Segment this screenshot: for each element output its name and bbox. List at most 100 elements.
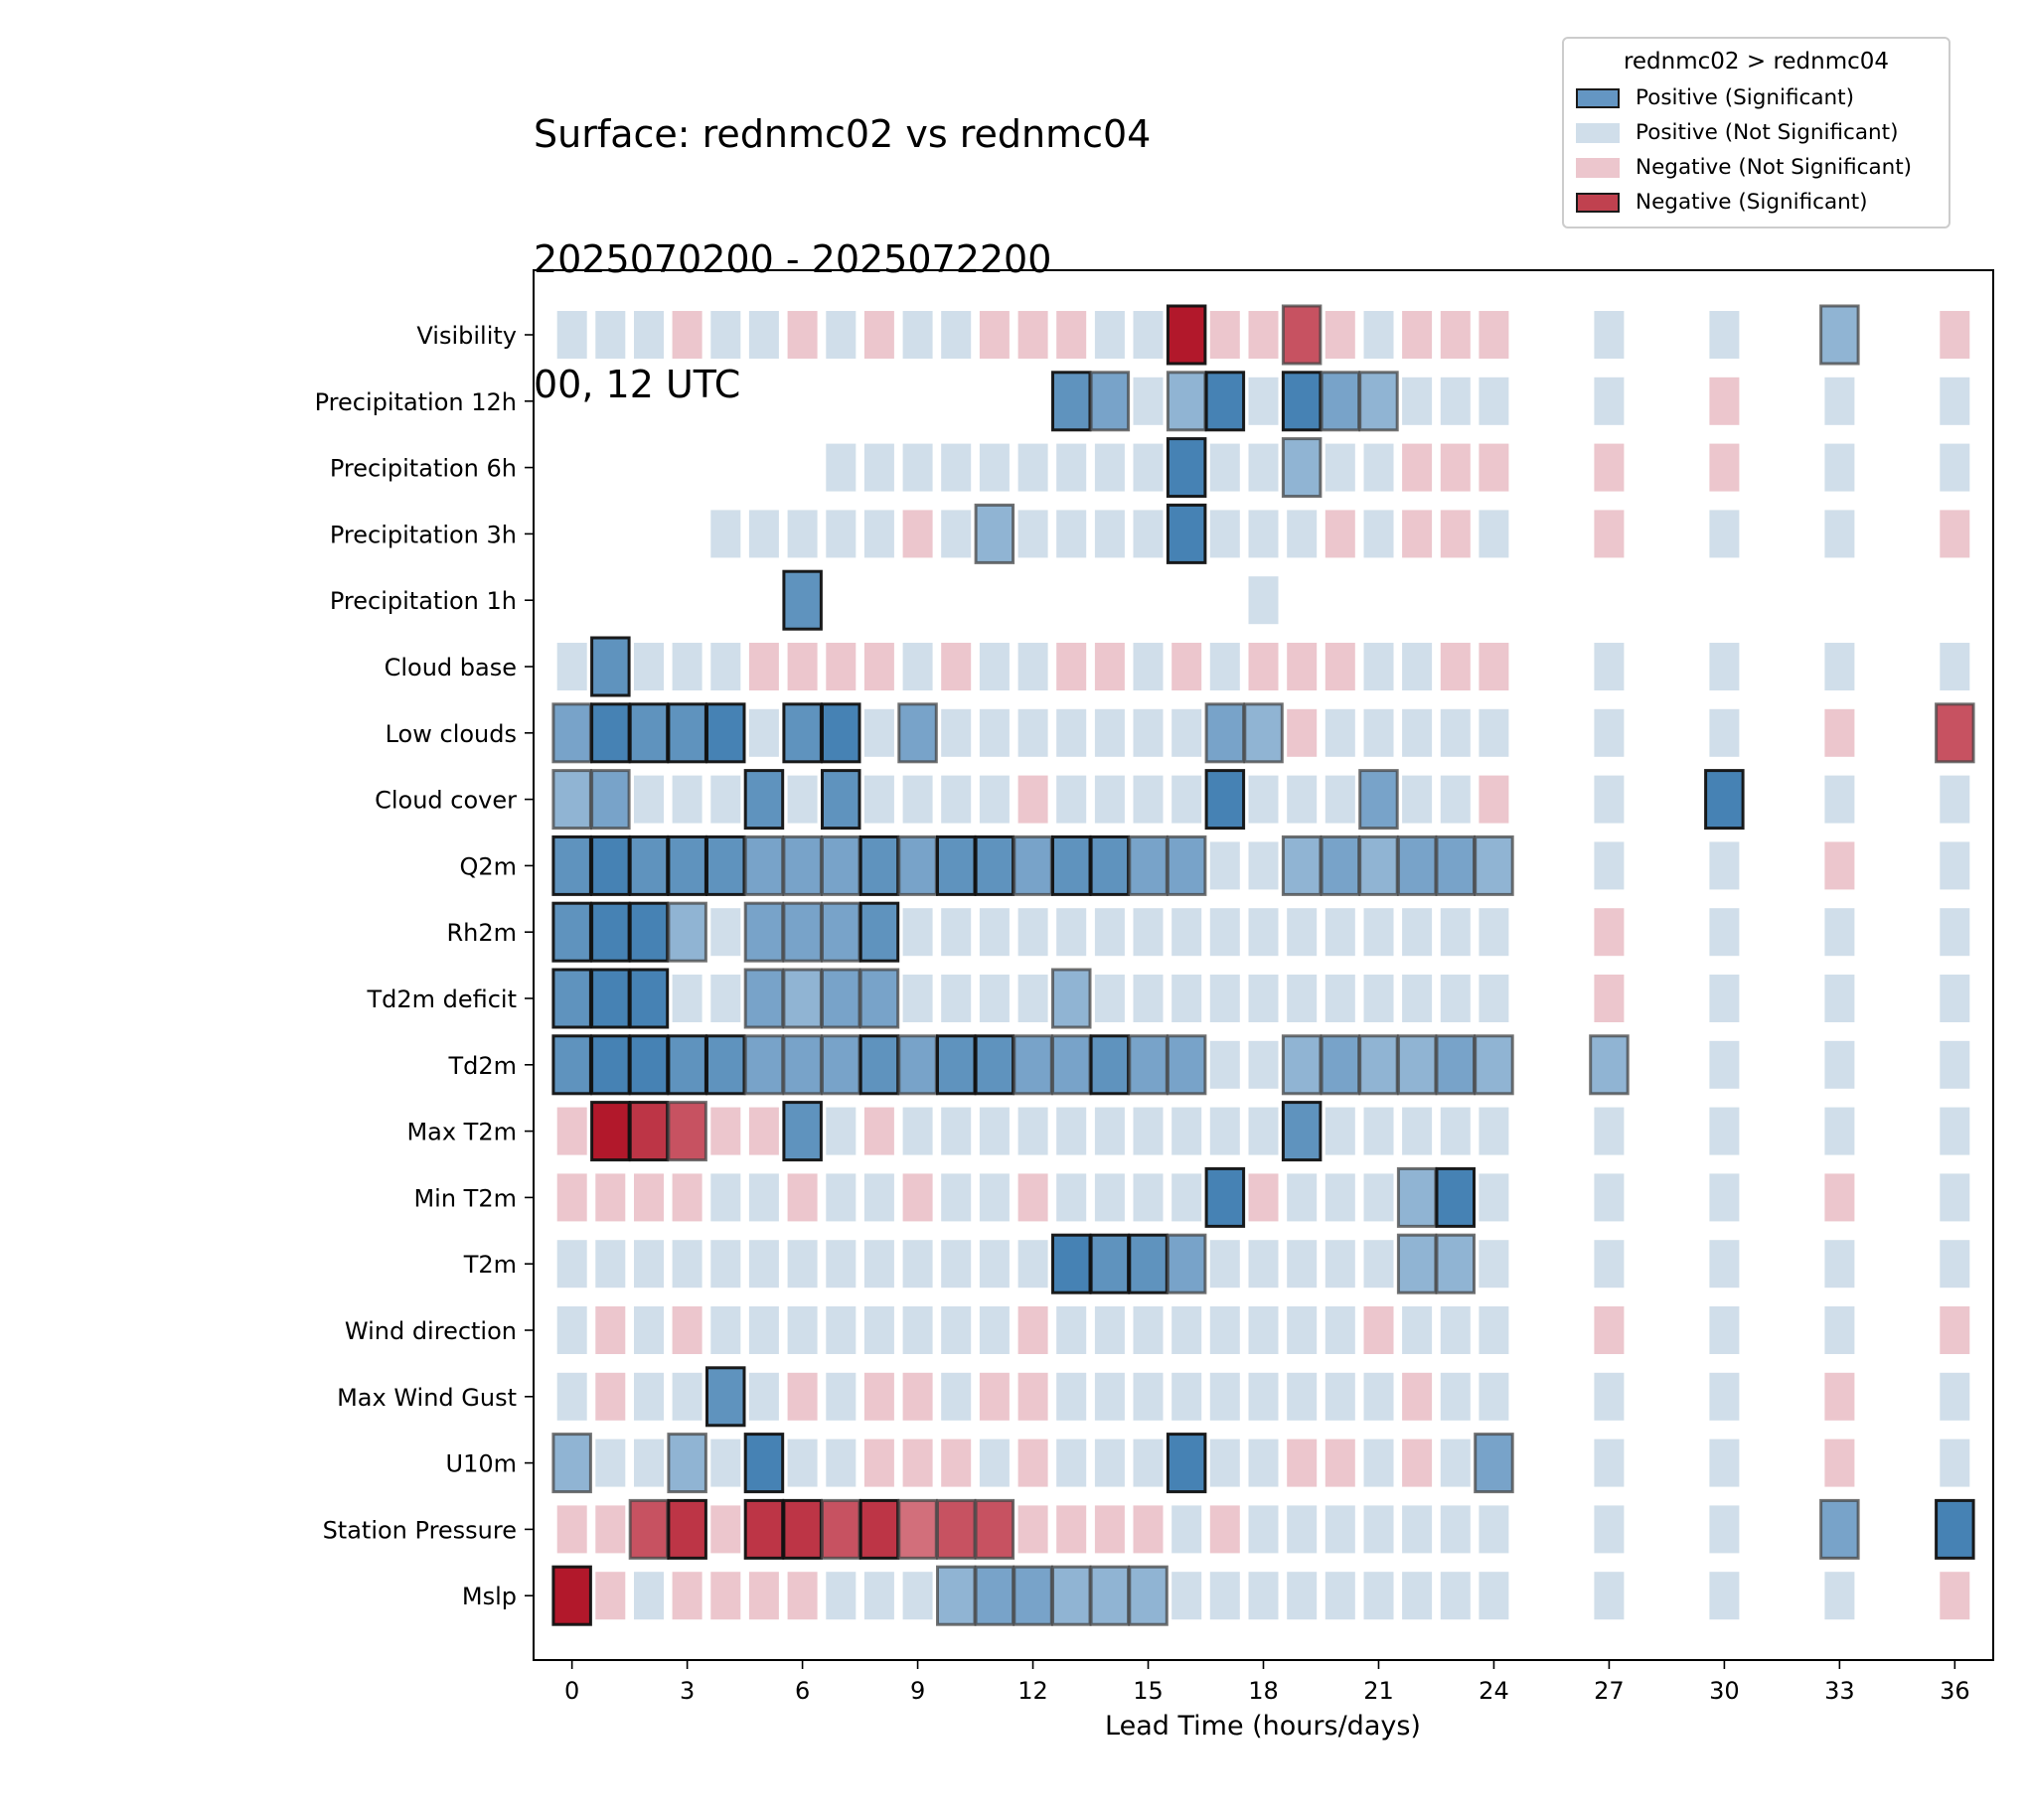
heatmap-cell-low-clouds-x19 bbox=[1287, 708, 1318, 757]
heatmap-cell-visibility-x36 bbox=[1940, 311, 1970, 359]
heatmap-cell-precipitation-3h-x18 bbox=[1248, 510, 1279, 558]
heatmap-cell-precipitation-12h-x33 bbox=[1824, 377, 1855, 425]
heatmap-cell-cloud-cover-x12 bbox=[1017, 775, 1048, 824]
heatmap-cell-min-t2m-x19 bbox=[1287, 1173, 1318, 1222]
heatmap-cell-precipitation-6h-x20 bbox=[1325, 443, 1355, 492]
heatmap-cell-precipitation-3h-x33 bbox=[1824, 510, 1855, 558]
heatmap-cell-t2m-x18 bbox=[1248, 1240, 1279, 1289]
legend-swatch-negative-not-significant bbox=[1576, 158, 1620, 178]
y-tick-label-u10m: U10m bbox=[446, 1450, 517, 1478]
x-tick-label-21: 21 bbox=[1363, 1677, 1394, 1705]
heatmap-cell-mslp-x24 bbox=[1479, 1572, 1509, 1620]
heatmap-cell-u10m-x1 bbox=[595, 1439, 626, 1487]
heatmap-cell-low-clouds-x5 bbox=[748, 708, 779, 757]
heatmap-cell-precipitation-12h-x15 bbox=[1133, 377, 1164, 425]
heatmap-cell-q2m-x4 bbox=[705, 834, 746, 896]
heatmap-cell-mslp-x13 bbox=[1051, 1565, 1092, 1626]
heatmap-cell-t2m-x3 bbox=[672, 1240, 702, 1289]
heatmap-cell-precipitation-6h-x16 bbox=[1166, 437, 1207, 499]
heatmap-cell-q2m-x7 bbox=[821, 834, 861, 896]
heatmap-cell-t2m-x19 bbox=[1287, 1240, 1318, 1289]
heatmap-cell-td2m-x2 bbox=[628, 1034, 670, 1096]
heatmap-cell-u10m-x8 bbox=[863, 1439, 894, 1487]
heatmap-cell-t2m-x33 bbox=[1824, 1240, 1855, 1289]
heatmap-cell-mslp-x23 bbox=[1440, 1572, 1471, 1620]
heatmap-cell-rh2m-x9 bbox=[902, 908, 933, 957]
heatmap-cell-wind-direction-x33 bbox=[1824, 1306, 1855, 1354]
heatmap-cell-td2m-deficit-x9 bbox=[902, 975, 933, 1022]
heatmap-cell-precipitation-6h-x22 bbox=[1402, 443, 1433, 492]
y-tick-label-precipitation-6h: Precipitation 6h bbox=[330, 455, 517, 483]
heatmap-cell-rh2m-x4 bbox=[710, 908, 741, 957]
heatmap-cell-precipitation-12h-x13 bbox=[1051, 371, 1092, 432]
heatmap-cell-min-t2m-x4 bbox=[710, 1173, 741, 1222]
heatmap-cell-low-clouds-x3 bbox=[667, 702, 707, 764]
heatmap-cell-precipitation-6h-x21 bbox=[1363, 443, 1394, 492]
heatmap-cell-station-pressure-x22 bbox=[1402, 1505, 1433, 1554]
heatmap-cell-q2m-x19 bbox=[1281, 834, 1323, 896]
heatmap-cell-u10m-x14 bbox=[1094, 1439, 1125, 1487]
heatmap-cell-station-pressure-x18 bbox=[1248, 1505, 1279, 1554]
heatmap-cell-td2m-x21 bbox=[1358, 1034, 1399, 1096]
heatmap-cell-td2m-deficit-x0 bbox=[551, 968, 592, 1029]
heatmap-cell-station-pressure-x21 bbox=[1363, 1505, 1394, 1554]
heatmap-cell-td2m-deficit-x8 bbox=[858, 968, 900, 1029]
x-tick-label-27: 27 bbox=[1594, 1677, 1625, 1705]
legend-label: Negative (Not Significant) bbox=[1636, 155, 1913, 180]
heatmap-cell-q2m-x11 bbox=[974, 834, 1015, 896]
heatmap-cell-wind-direction-x13 bbox=[1056, 1306, 1087, 1354]
heatmap-cell-mslp-x30 bbox=[1709, 1572, 1740, 1620]
heatmap-cell-max-t2m-x9 bbox=[902, 1107, 933, 1155]
heatmap-cell-visibility-x16 bbox=[1166, 304, 1207, 366]
heatmap-cell-cloud-cover-x14 bbox=[1094, 775, 1125, 824]
heatmap-cell-min-t2m-x0 bbox=[556, 1173, 587, 1222]
legend-title: rednmc02 > rednmc04 bbox=[1623, 49, 1890, 75]
heatmap-cell-mslp-x9 bbox=[902, 1572, 933, 1620]
heatmap-cell-mslp-x18 bbox=[1248, 1572, 1279, 1620]
heatmap-cell-min-t2m-x21 bbox=[1363, 1173, 1394, 1222]
heatmap-cell-t2m-x15 bbox=[1128, 1233, 1169, 1294]
heatmap-cell-rh2m-x11 bbox=[979, 908, 1010, 957]
heatmap-cell-u10m-x19 bbox=[1287, 1439, 1318, 1487]
heatmap-cell-precipitation-1h-x18 bbox=[1248, 576, 1279, 625]
heatmap-cell-mslp-x19 bbox=[1287, 1572, 1318, 1620]
legend-label: Negative (Significant) bbox=[1636, 190, 1868, 215]
heatmap-cell-precipitation-12h-x17 bbox=[1204, 371, 1246, 432]
heatmap-cell-max-t2m-x15 bbox=[1133, 1107, 1164, 1155]
heatmap-cell-q2m-x20 bbox=[1320, 834, 1361, 896]
heatmap-cell-q2m-x2 bbox=[628, 834, 670, 896]
heatmap-cell-max-t2m-x13 bbox=[1056, 1107, 1087, 1155]
heatmap-cell-precipitation-3h-x13 bbox=[1056, 510, 1087, 558]
heatmap-cell-mslp-x4 bbox=[710, 1572, 741, 1620]
chart-title-line-3: 00, 12 UTC bbox=[534, 363, 741, 406]
heatmap-cell-station-pressure-x4 bbox=[710, 1505, 741, 1554]
heatmap-cell-min-t2m-x16 bbox=[1171, 1173, 1202, 1222]
heatmap-cell-precipitation-3h-x6 bbox=[787, 510, 818, 558]
heatmap-cell-td2m-deficit-x36 bbox=[1940, 975, 1970, 1022]
heatmap-cell-u10m-x2 bbox=[634, 1439, 664, 1487]
heatmap-cell-q2m-x12 bbox=[1013, 834, 1053, 896]
heatmap-cell-wind-direction-x24 bbox=[1479, 1306, 1509, 1354]
heatmap-cell-td2m-deficit-x6 bbox=[782, 968, 823, 1029]
heatmap-cell-wind-direction-x23 bbox=[1440, 1306, 1471, 1354]
heatmap-cell-cloud-cover-x7 bbox=[821, 769, 861, 831]
heatmap-cell-u10m-x23 bbox=[1440, 1439, 1471, 1487]
heatmap-cell-rh2m-x3 bbox=[667, 901, 707, 963]
heatmap-cell-td2m-x12 bbox=[1013, 1034, 1053, 1096]
heatmap-cell-max-wind-gust-x10 bbox=[941, 1372, 972, 1421]
heatmap-cell-precipitation-3h-x19 bbox=[1287, 510, 1318, 558]
heatmap-cell-t2m-x12 bbox=[1017, 1240, 1048, 1289]
heatmap-cell-low-clouds-x36 bbox=[1935, 702, 1975, 764]
y-tick-label-rh2m: Rh2m bbox=[446, 919, 517, 947]
heatmap-cell-q2m-x1 bbox=[590, 834, 631, 896]
heatmap-cell-visibility-x15 bbox=[1133, 311, 1164, 359]
heatmap-cell-mslp-x8 bbox=[863, 1572, 894, 1620]
heatmap-cell-visibility-x20 bbox=[1325, 311, 1355, 359]
heatmap-cell-u10m-x36 bbox=[1940, 1439, 1970, 1487]
heatmap-cell-min-t2m-x9 bbox=[902, 1173, 933, 1222]
heatmap-cell-low-clouds-x17 bbox=[1204, 702, 1246, 764]
heatmap-cell-precipitation-12h-x27 bbox=[1594, 377, 1625, 425]
heatmap-cell-visibility-x1 bbox=[595, 311, 626, 359]
heatmap-cell-rh2m-x27 bbox=[1594, 908, 1625, 957]
heatmap-cell-t2m-x27 bbox=[1594, 1240, 1625, 1289]
